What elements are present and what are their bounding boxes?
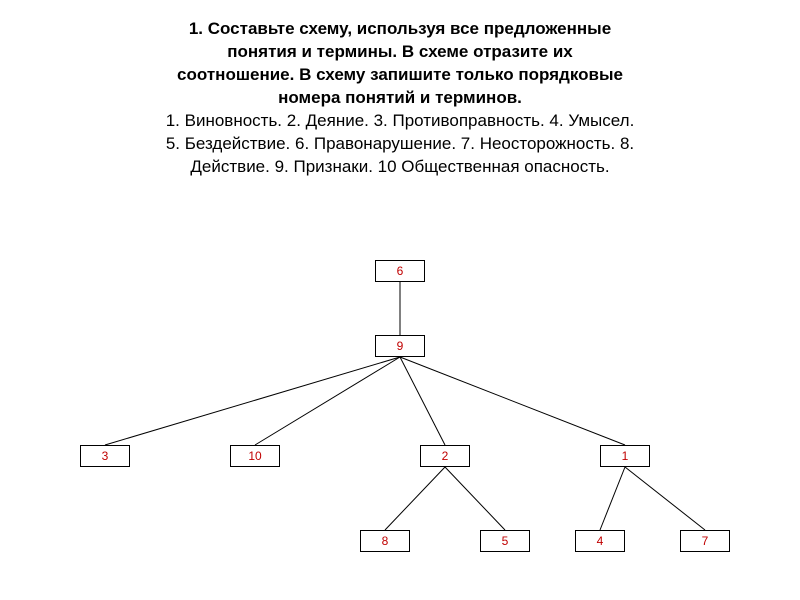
tree-edge [445,467,505,530]
instructions-block: 1. Составьте схему, используя все предло… [0,0,800,179]
tree-edge [625,467,705,530]
title-line-4: номера понятий и терминов. [50,87,750,110]
tree-node: 4 [575,530,625,552]
tree-edge [255,357,400,445]
title-line-1: 1. Составьте схему, используя все предло… [50,18,750,41]
tree-node: 10 [230,445,280,467]
terms-line-2: 5. Бездействие. 6. Правонарушение. 7. Не… [50,133,750,156]
terms-line-1: 1. Виновность. 2. Деяние. 3. Противоправ… [50,110,750,133]
tree-edge [385,467,445,530]
tree-node: 6 [375,260,425,282]
title-line-2: понятия и термины. В схеме отразите их [50,41,750,64]
tree-node: 8 [360,530,410,552]
title-line-3: соотношение. В схему запишите только пор… [50,64,750,87]
tree-node: 1 [600,445,650,467]
tree-node: 9 [375,335,425,357]
tree-node: 7 [680,530,730,552]
tree-edge [400,357,445,445]
terms-line-3: Действие. 9. Признаки. 10 Общественная о… [50,156,750,179]
tree-edge [600,467,625,530]
tree-node: 2 [420,445,470,467]
tree-diagram: 6 9 3 10 2 1 8 5 4 7 [0,255,800,600]
tree-edge [400,357,625,445]
tree-node: 3 [80,445,130,467]
tree-edge [105,357,400,445]
tree-node: 5 [480,530,530,552]
